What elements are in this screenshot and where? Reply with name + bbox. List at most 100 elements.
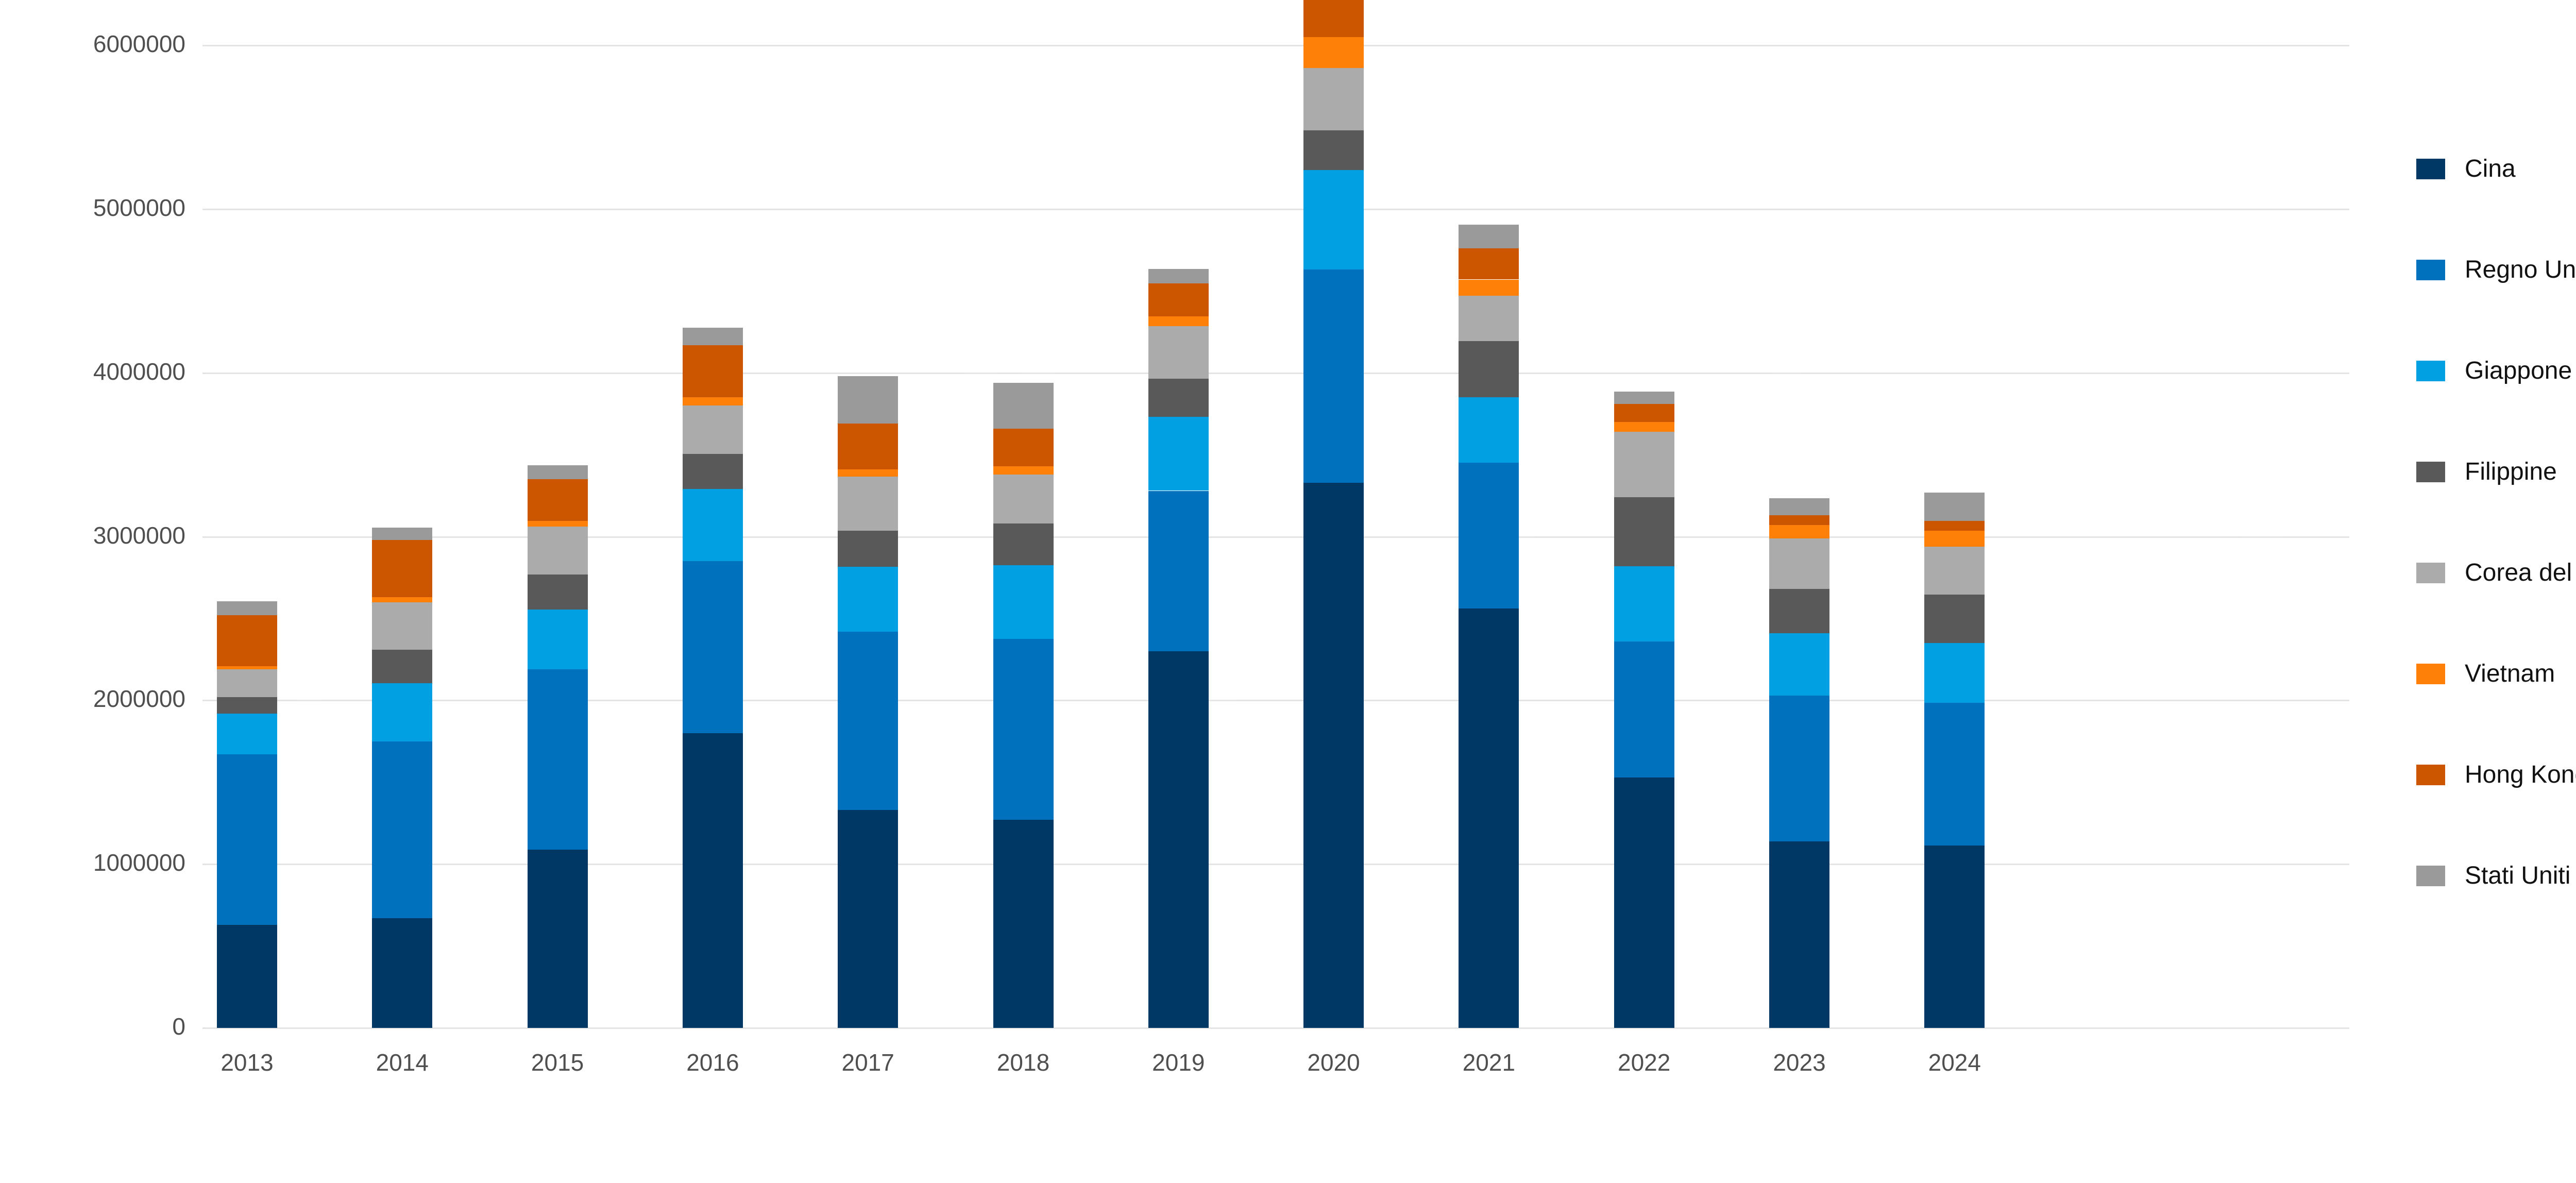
- bar-2018[interactable]: [993, 0, 1054, 1028]
- bar-segment-filippine[interactable]: [527, 574, 588, 610]
- bar-2020[interactable]: [1303, 0, 1364, 1028]
- bar-segment-vietnam[interactable]: [993, 466, 1054, 475]
- bar-segment-giappone[interactable]: [217, 713, 277, 755]
- bar-segment-cina[interactable]: [838, 810, 899, 1028]
- bar-segment-stati-uniti[interactable]: [527, 465, 588, 480]
- bar-segment-hong-kong[interactable]: [372, 539, 433, 598]
- bar-segment-vietnam[interactable]: [1459, 279, 1519, 296]
- bar-segment-corea-del-sud[interactable]: [1459, 296, 1519, 341]
- bar-segment-vietnam[interactable]: [527, 521, 588, 527]
- bar-segment-vietnam[interactable]: [682, 397, 743, 406]
- bar-segment-stati-uniti[interactable]: [1614, 392, 1674, 404]
- bar-segment-stati-uniti[interactable]: [1459, 225, 1519, 249]
- bar-segment-hong-kong[interactable]: [1769, 515, 1829, 526]
- bar-segment-giappone[interactable]: [838, 567, 899, 632]
- bar-2013[interactable]: [217, 0, 277, 1028]
- bar-segment-giappone[interactable]: [527, 609, 588, 669]
- bar-segment-hong-kong[interactable]: [1924, 521, 1985, 531]
- bar-segment-giappone[interactable]: [1148, 417, 1209, 491]
- bar-segment-hong-kong[interactable]: [682, 345, 743, 398]
- bar-segment-regno-unito[interactable]: [1148, 491, 1209, 651]
- bar-segment-cina[interactable]: [1924, 845, 1985, 1028]
- bar-segment-corea-del-sud[interactable]: [993, 474, 1054, 524]
- bar-segment-giappone[interactable]: [372, 683, 433, 741]
- bar-segment-regno-unito[interactable]: [838, 631, 899, 810]
- bar-segment-regno-unito[interactable]: [372, 741, 433, 919]
- bar-segment-regno-unito[interactable]: [1769, 695, 1829, 841]
- legend-item-hong-kong[interactable]: Hong Kong: [2416, 758, 2576, 791]
- bar-segment-stati-uniti[interactable]: [1148, 268, 1209, 284]
- bar-segment-hong-kong[interactable]: [838, 424, 899, 470]
- bar-segment-regno-unito[interactable]: [1924, 703, 1985, 846]
- bar-segment-giappone[interactable]: [1459, 397, 1519, 463]
- bar-segment-cina[interactable]: [1459, 609, 1519, 1028]
- bar-segment-corea-del-sud[interactable]: [1148, 326, 1209, 379]
- bar-segment-cina[interactable]: [527, 849, 588, 1028]
- bar-segment-vietnam[interactable]: [1303, 37, 1364, 69]
- bar-segment-hong-kong[interactable]: [527, 479, 588, 521]
- bar-segment-filippine[interactable]: [838, 531, 899, 567]
- bar-segment-corea-del-sud[interactable]: [372, 602, 433, 650]
- bar-segment-filippine[interactable]: [1303, 130, 1364, 170]
- bar-segment-filippine[interactable]: [1769, 589, 1829, 634]
- bar-segment-corea-del-sud[interactable]: [1769, 538, 1829, 589]
- bar-segment-filippine[interactable]: [372, 649, 433, 683]
- bar-segment-filippine[interactable]: [217, 697, 277, 714]
- bar-segment-stati-uniti[interactable]: [993, 382, 1054, 429]
- bar-segment-cina[interactable]: [1148, 651, 1209, 1028]
- bar-segment-filippine[interactable]: [1614, 497, 1674, 566]
- bar-segment-hong-kong[interactable]: [217, 615, 277, 666]
- bar-segment-filippine[interactable]: [1148, 378, 1209, 417]
- bar-2021[interactable]: [1459, 0, 1519, 1028]
- bar-segment-regno-unito[interactable]: [1614, 641, 1674, 778]
- bar-segment-vietnam[interactable]: [1924, 531, 1985, 547]
- bar-segment-hong-kong[interactable]: [1303, 0, 1364, 38]
- bar-segment-corea-del-sud[interactable]: [838, 477, 899, 531]
- legend-item-stati-uniti[interactable]: Stati Uniti: [2416, 859, 2576, 892]
- bar-2017[interactable]: [838, 0, 899, 1028]
- bar-segment-regno-unito[interactable]: [993, 639, 1054, 820]
- bar-segment-hong-kong[interactable]: [1459, 248, 1519, 280]
- bar-segment-cina[interactable]: [682, 733, 743, 1028]
- bar-2019[interactable]: [1148, 0, 1209, 1028]
- bar-segment-corea-del-sud[interactable]: [217, 669, 277, 697]
- bar-segment-corea-del-sud[interactable]: [1924, 546, 1985, 595]
- bar-2022[interactable]: [1614, 0, 1674, 1028]
- bar-2016[interactable]: [682, 0, 743, 1028]
- bar-segment-vietnam[interactable]: [217, 666, 277, 669]
- bar-segment-vietnam[interactable]: [838, 469, 899, 477]
- bar-segment-giappone[interactable]: [1614, 566, 1674, 641]
- bar-2023[interactable]: [1769, 0, 1829, 1028]
- bar-segment-regno-unito[interactable]: [1303, 269, 1364, 483]
- bar-segment-cina[interactable]: [1614, 777, 1674, 1028]
- bar-segment-cina[interactable]: [1769, 841, 1829, 1028]
- bar-segment-giappone[interactable]: [1303, 170, 1364, 270]
- bar-segment-corea-del-sud[interactable]: [1614, 432, 1674, 498]
- bar-segment-stati-uniti[interactable]: [1924, 492, 1985, 521]
- bar-segment-cina[interactable]: [372, 918, 433, 1028]
- legend-item-corea-del-sud[interactable]: Corea del Sud: [2416, 556, 2576, 589]
- bar-segment-giappone[interactable]: [993, 565, 1054, 639]
- legend-item-vietnam[interactable]: Vietnam: [2416, 657, 2576, 690]
- bar-segment-giappone[interactable]: [1769, 633, 1829, 696]
- bar-segment-stati-uniti[interactable]: [217, 601, 277, 616]
- legend-item-filippine[interactable]: Filippine: [2416, 455, 2576, 488]
- bar-segment-vietnam[interactable]: [1614, 422, 1674, 432]
- legend-item-giappone[interactable]: Giappone: [2416, 354, 2576, 387]
- bar-segment-filippine[interactable]: [1924, 595, 1985, 644]
- bar-segment-stati-uniti[interactable]: [1769, 498, 1829, 516]
- bar-segment-vietnam[interactable]: [1769, 525, 1829, 538]
- bar-2024[interactable]: [1924, 0, 1985, 1028]
- bar-segment-giappone[interactable]: [682, 489, 743, 562]
- bar-segment-stati-uniti[interactable]: [372, 528, 433, 540]
- bar-segment-filippine[interactable]: [1459, 341, 1519, 398]
- bar-segment-cina[interactable]: [217, 924, 277, 1028]
- bar-segment-regno-unito[interactable]: [682, 561, 743, 733]
- bar-segment-filippine[interactable]: [682, 453, 743, 489]
- bar-segment-giappone[interactable]: [1924, 643, 1985, 703]
- bar-segment-corea-del-sud[interactable]: [682, 405, 743, 454]
- bar-segment-stati-uniti[interactable]: [682, 328, 743, 345]
- bar-segment-cina[interactable]: [993, 820, 1054, 1028]
- bar-2015[interactable]: [527, 0, 588, 1028]
- bar-segment-hong-kong[interactable]: [1148, 283, 1209, 316]
